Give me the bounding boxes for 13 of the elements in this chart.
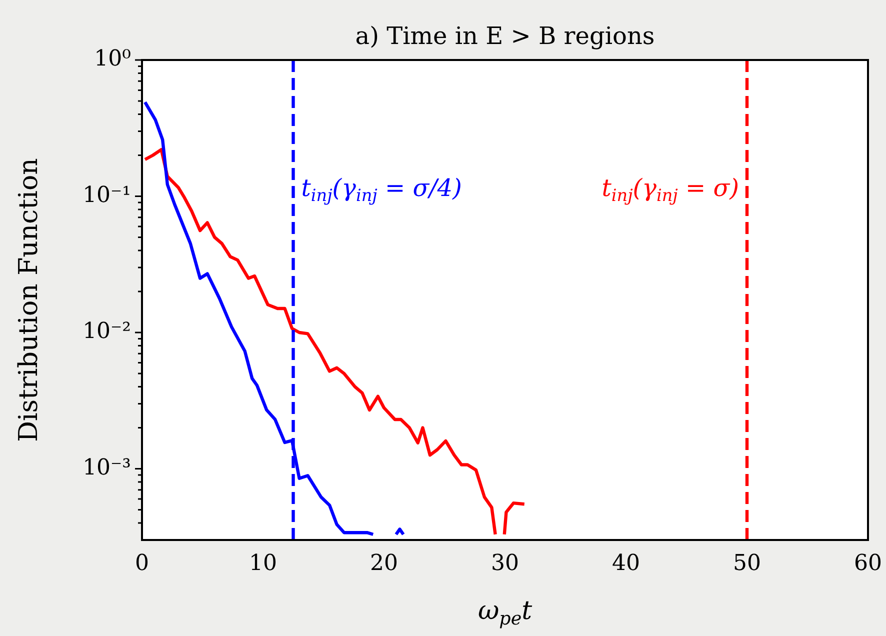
chart-title: a) Time in E > B regions <box>355 22 655 50</box>
y-tick-label: 10⁰ <box>94 46 132 72</box>
y-tick-label: 10⁻² <box>82 319 131 344</box>
x-tick-label: 60 <box>854 550 882 576</box>
y-axis-title: Distribution Function <box>14 158 44 442</box>
x-tick-label: 10 <box>249 550 277 576</box>
y-tick-label: 10⁻³ <box>82 455 131 480</box>
y-tick-label: 10⁻¹ <box>82 182 131 208</box>
x-tick-label: 20 <box>370 550 398 576</box>
x-tick-label: 30 <box>491 550 519 576</box>
x-tick-label: 0 <box>135 550 149 576</box>
x-tick-label: 40 <box>612 550 640 576</box>
x-tick-label: 50 <box>733 550 761 576</box>
